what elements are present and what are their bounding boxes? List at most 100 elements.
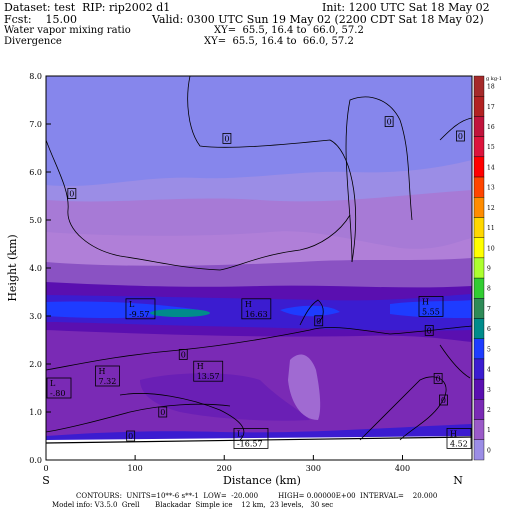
colorbar-swatch [473,378,485,400]
extremum-box [46,377,72,399]
contour-label: 0 [224,134,229,143]
x-tick-label: 400 [395,464,410,473]
footer-model-info: Model info: V3.5.0 Grell Blackadar Simpl… [52,501,334,509]
colorbar-level-label: 11 [487,225,495,232]
contour-label-box [456,130,465,142]
colorbar-level-label: 8 [487,286,491,293]
contour-label: 0 [458,132,463,141]
extremum-box [95,365,120,387]
colorbar-swatch [473,257,485,279]
colorbar-swatch [473,237,485,259]
colorbar-swatch [473,338,485,360]
colorbar-level-label: 17 [487,104,495,111]
colorbar-swatch [473,116,485,137]
field-lower-light [288,354,321,420]
colorbar-swatch [473,136,485,158]
divergence-contours [46,76,472,444]
header-forecast: Fcst: 15.00 [4,13,78,26]
header-init: Init: 1200 UTC Sat 18 May 02 [322,1,490,14]
field-core-right [390,300,472,318]
x-axis-label: Distance (km) [223,474,301,487]
y-axis-label: Height (km) [6,234,19,301]
extremum-kind: L [50,379,56,388]
extremum-kind: H [450,429,457,438]
extremum-value: 16.63 [245,310,268,319]
x-axis-ticks: 0 100 200 300 400 [43,455,410,473]
contour-label: 0 [69,190,74,199]
colorbar-level-label: 13 [487,185,495,192]
colorbar-swatch [473,277,485,299]
contour-label: 0 [128,432,133,441]
header-field2: Divergence [4,36,62,47]
header-valid: Valid: 0300 UTC Sun 19 May 02 (2200 CDT … [152,13,484,26]
colorbar-swatch [473,197,485,218]
field-band-5to6 [46,294,472,331]
extremum-box [125,298,156,320]
colorbar-level-label: 6 [487,326,491,333]
extremum-kind: L [129,300,135,309]
y-tick-label: 4.0 [29,264,42,273]
contour-zero-9 [359,376,447,441]
contour-zero-2 [187,76,356,263]
field-lower-blob [140,373,310,421]
contour-zero-4 [439,117,472,141]
field-core-mid [280,305,340,317]
colorbar-level-label: 10 [487,245,495,252]
extremum-box [446,427,472,449]
contour-zero-8 [46,403,231,433]
colorbar-swatch [473,399,485,420]
colorbar-swatch [473,358,485,380]
extremum-kind: L [237,429,243,438]
x-tick-label: 200 [217,464,232,473]
endpoint-right: N [453,474,463,487]
y-tick-label: 3.0 [29,312,42,321]
colorbar-swatch [473,156,485,178]
y-tick-label: 2.0 [29,360,42,369]
contour-label: 0 [387,118,392,127]
colorbar-level-label: 12 [487,205,495,212]
footer-contours: CONTOURS: UNITS=10**-6 s**-1 LOW= -20.00… [76,492,438,500]
extremum-value: 13.57 [197,372,220,381]
header-xy2: XY= 65.5, 16.4 to 66.0, 57.2 [204,36,354,47]
colorbar-level-label: 16 [487,124,495,131]
colorbar-level-label: 3 [487,387,491,394]
y-axis-ticks: 0.0 1.0 2.0 3.0 4.0 5.0 6.0 7.0 8.0 [29,72,51,465]
extremum-box [233,427,269,449]
contour-label-box [433,372,443,384]
colorbar-level-label: 4 [487,367,491,374]
colorbar-swatch [473,217,485,238]
colorbar-swatch [473,96,485,117]
colorbar-level-label: 1 [487,427,491,434]
extrema-label-group: L-9.57H16.63H5.55H7.32H13.57L-.80L-16.57… [46,295,472,449]
shaded-field [46,76,472,460]
x-tick-label: 0 [43,464,48,473]
extremum-value: 7.32 [98,377,116,386]
extremum-kind: H [245,300,252,309]
contour-label: 0 [181,350,186,359]
colorbar-swatch [473,419,485,440]
extremum-box [193,360,224,382]
y-tick-label: 8.0 [29,72,42,81]
extremum-box [418,295,444,317]
terrain-line [46,436,472,444]
header-xy1: XY= 65.5, 16.4 to 66.0, 57.2 [214,25,364,36]
extremum-kind: H [197,362,204,371]
colorbar-unit-label: g kg-1 [486,76,502,82]
colorbar-level-label: 7 [487,306,491,313]
endpoint-left: S [42,474,50,487]
contour-label: 0 [427,326,432,335]
x-tick-label: 100 [127,464,142,473]
contour-label: 0 [436,374,441,383]
contour-label-group: 0 0 0 0 0 0 0 0 0 0 0 [67,116,465,442]
colorbar-swatch [473,75,485,97]
x-tick-label: 300 [306,464,321,473]
colorbar-level-label: 5 [487,346,491,353]
extremum-value: -9.57 [129,310,150,319]
contour-zero-1 [46,139,351,271]
colorbar-level-label: 15 [487,144,495,151]
colorbar-level-label: 9 [487,266,491,273]
extremum-value: 4.52 [450,439,468,448]
field-core-teal [150,309,210,317]
